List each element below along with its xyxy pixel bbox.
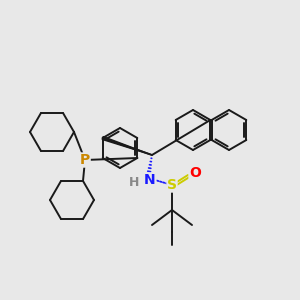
Text: P: P [80, 153, 90, 167]
Text: H: H [129, 176, 139, 190]
Text: S: S [167, 178, 177, 192]
Text: O: O [189, 166, 201, 180]
Text: N: N [144, 173, 156, 187]
Polygon shape [102, 136, 152, 155]
